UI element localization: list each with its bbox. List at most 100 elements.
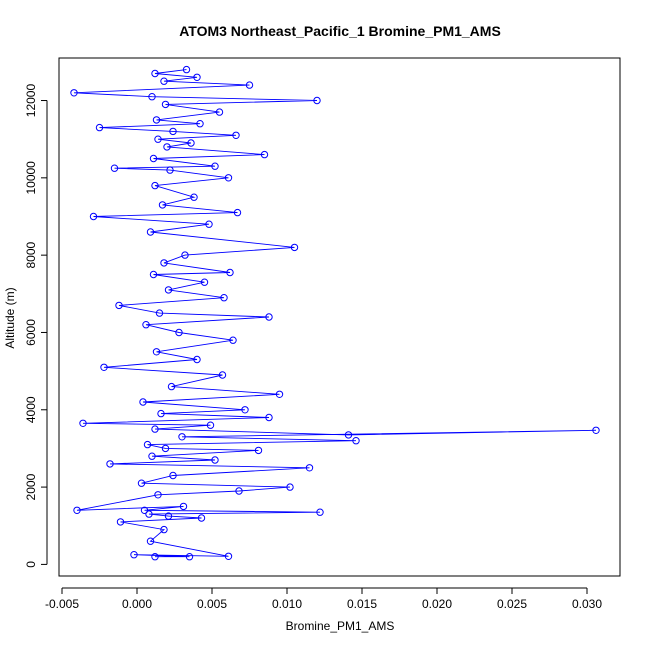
- data-point: [169, 127, 177, 136]
- data-point: [164, 286, 173, 294]
- x-tick-label: -0.005: [45, 597, 79, 611]
- data-point: [149, 154, 158, 163]
- data-point: [130, 551, 138, 559]
- data-point: [152, 116, 161, 124]
- data-point: [206, 421, 215, 429]
- data-point: [181, 251, 189, 259]
- data-point: [229, 336, 237, 344]
- y-axis: 0 2000 4000 6000 8000 10000 12000: [24, 84, 48, 568]
- data-point: [142, 321, 150, 329]
- data-point: [185, 553, 194, 561]
- data-point: [151, 69, 159, 78]
- x-axis: -0.005 0.000 0.005 0.010 0.015 0.020 0.025 0.03…: [45, 587, 602, 611]
- y-axis-label: Altitude (m): [3, 287, 17, 348]
- data-point: [233, 208, 242, 217]
- data-point: [73, 506, 81, 514]
- data-point: [158, 201, 167, 209]
- y-tick-label: 4000: [24, 396, 38, 423]
- x-tick-label: 0.030: [572, 597, 602, 611]
- data-point: [95, 123, 104, 132]
- x-tick-label: 0.025: [497, 597, 527, 611]
- data-point: [137, 479, 146, 487]
- data-point: [205, 220, 213, 228]
- data-point: [265, 413, 273, 422]
- data-point: [260, 150, 269, 159]
- data-point: [154, 135, 162, 143]
- x-tick-label: 0.000: [122, 597, 152, 611]
- data-point: [160, 525, 168, 534]
- data-point: [115, 301, 123, 310]
- data-point: [154, 491, 162, 499]
- data-point: [241, 406, 249, 414]
- data-point: [110, 164, 119, 172]
- data-point: [155, 309, 164, 317]
- data-point: [200, 278, 209, 286]
- y-tick-label: 2000: [24, 473, 38, 500]
- data-point: [164, 512, 173, 520]
- data-point: [190, 193, 198, 201]
- data-point: [152, 348, 161, 356]
- data-point: [235, 487, 243, 495]
- data-point: [187, 139, 195, 147]
- y-tick-label: 6000: [24, 319, 38, 346]
- data-point: [211, 456, 219, 464]
- data-point: [149, 270, 158, 279]
- x-tick-label: 0.020: [422, 597, 452, 611]
- data-point: [224, 174, 233, 182]
- y-tick-label: 0: [24, 561, 38, 568]
- data-point: [175, 328, 183, 337]
- series-line: [73, 69, 597, 558]
- data-point: [160, 259, 168, 267]
- data-point: [116, 518, 125, 526]
- data-point: [254, 446, 263, 455]
- x-axis-label: Bromine_PM1_AMS: [286, 619, 395, 633]
- data-point: [352, 437, 360, 445]
- y-tick-label: 10000: [24, 161, 38, 195]
- data-point: [100, 363, 108, 371]
- data-point: [218, 371, 227, 379]
- data-point: [151, 553, 159, 561]
- data-point: [182, 65, 191, 74]
- data-point: [290, 243, 299, 252]
- data-point: [286, 483, 294, 491]
- data-point: [151, 425, 159, 433]
- data-point: [79, 419, 87, 427]
- x-tick-label: 0.015: [347, 597, 377, 611]
- data-point: [139, 398, 147, 406]
- data-layer: [70, 65, 600, 561]
- data-point: [196, 120, 204, 128]
- plot-area: [58, 57, 621, 577]
- y-tick-label: 12000: [24, 84, 38, 118]
- chart-title: ATOM3 Northeast_Pacific_1 Bromine_PM1_AM…: [179, 23, 501, 39]
- data-point: [143, 440, 152, 449]
- data-point: [89, 212, 98, 221]
- data-point: [305, 464, 314, 472]
- data-point: [592, 426, 600, 434]
- data-point: [226, 268, 234, 277]
- data-point: [265, 313, 273, 321]
- data-point: [211, 162, 219, 170]
- data-point: [146, 537, 155, 545]
- data-point: [161, 444, 170, 453]
- data-point: [232, 131, 240, 140]
- x-tick-label: 0.010: [272, 597, 302, 611]
- data-point: [145, 510, 153, 518]
- data-point: [215, 108, 224, 116]
- data-point: [344, 431, 353, 439]
- data-point: [316, 508, 324, 516]
- data-point: [70, 89, 78, 97]
- data-point: [245, 81, 254, 89]
- data-point: [197, 514, 206, 522]
- data-point: [193, 73, 201, 82]
- data-point: [166, 166, 174, 174]
- data-point: [275, 390, 284, 398]
- data-point: [178, 433, 186, 441]
- data-point: [163, 143, 171, 151]
- data-point: [167, 382, 176, 391]
- data-point: [148, 452, 156, 460]
- x-tick-label: 0.005: [197, 597, 227, 611]
- data-point: [313, 96, 321, 105]
- data-point: [193, 355, 201, 364]
- data-point: [179, 502, 188, 511]
